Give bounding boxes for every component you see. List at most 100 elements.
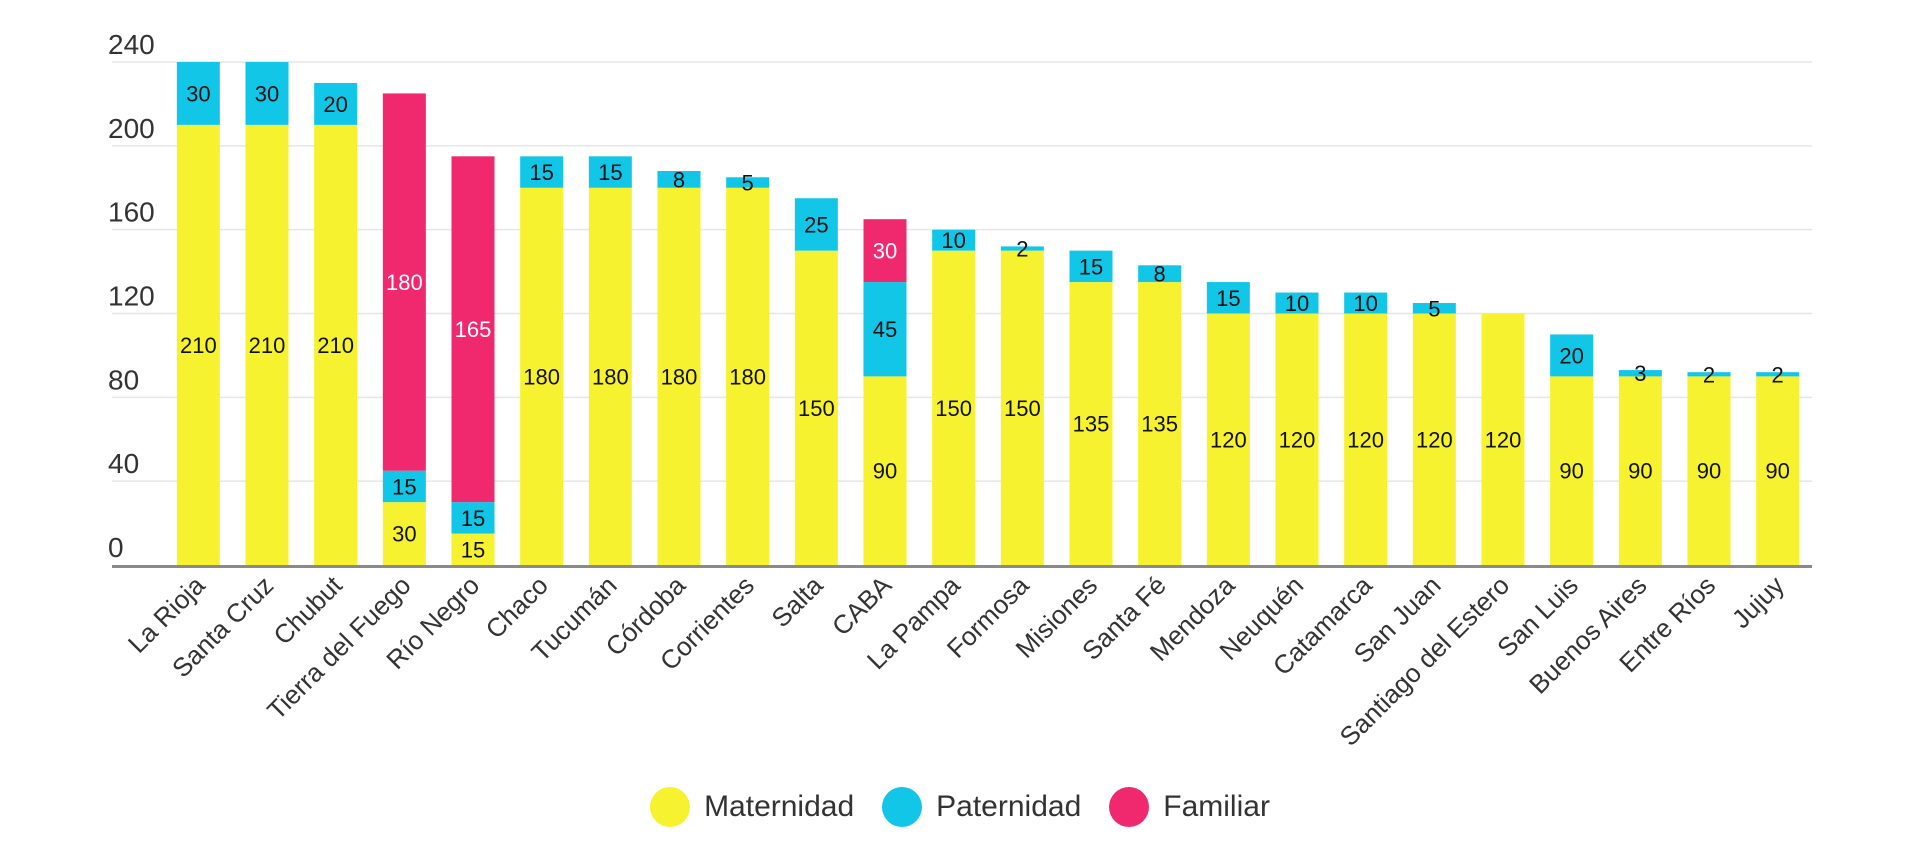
bar-misiones-paternidad — [1069, 250, 1113, 283]
legend-item-familiar: Familiar — [1109, 787, 1270, 827]
y-tick-label-240: 240 — [108, 29, 155, 60]
bar-corrientes-paternidad — [726, 177, 770, 188]
data-label-entre-rios-paternidad: 2 — [1703, 362, 1715, 387]
y-tick-label-80: 80 — [108, 364, 139, 395]
bar-formosa-maternidad — [1000, 250, 1044, 565]
data-label-misiones-paternidad: 15 — [1079, 254, 1103, 279]
data-label-santa-cruz-maternidad: 210 — [249, 333, 286, 358]
bar-tucuman-paternidad — [588, 156, 632, 188]
data-label-rio-negro-paternidad: 15 — [461, 506, 485, 531]
y-tick-label-0: 0 — [108, 532, 124, 563]
bar-tucuman-maternidad — [588, 187, 632, 565]
bar-la-rioja-maternidad — [176, 124, 220, 565]
bar-jujuy-maternidad — [1756, 376, 1800, 565]
legend-swatch-familiar — [1109, 787, 1150, 827]
data-label-la-pampa-maternidad: 150 — [935, 396, 972, 421]
data-label-san-luis-maternidad: 90 — [1559, 459, 1583, 484]
bar-cordoba-paternidad — [657, 170, 701, 188]
data-label-tierra-del-fuego-maternidad: 30 — [392, 522, 416, 547]
bar-formosa-paternidad — [1000, 246, 1044, 251]
data-label-santa-fe-maternidad: 135 — [1141, 412, 1178, 437]
data-label-catamarca-paternidad: 10 — [1353, 291, 1377, 316]
data-label-la-pampa-paternidad: 10 — [941, 228, 965, 253]
data-label-mendoza-maternidad: 120 — [1210, 427, 1247, 452]
bar-rio-negro-maternidad — [451, 533, 495, 565]
data-label-chaco-paternidad: 15 — [529, 160, 553, 185]
data-label-santiago-del-estero-maternidad: 120 — [1485, 427, 1522, 452]
data-label-misiones-maternidad: 135 — [1073, 412, 1110, 437]
data-label-neuquen-maternidad: 120 — [1279, 427, 1316, 452]
data-label-corrientes-paternidad: 5 — [742, 171, 754, 196]
bar-cordoba-maternidad — [657, 187, 701, 565]
bar-rio-negro-familiar — [451, 156, 495, 503]
data-label-formosa-maternidad: 150 — [1004, 396, 1041, 421]
data-label-jujuy-maternidad: 90 — [1765, 459, 1789, 484]
bar-caba-paternidad — [863, 282, 907, 377]
data-label-salta-paternidad: 25 — [804, 212, 828, 237]
legend-label-paternidad: Paternidad — [936, 790, 1082, 823]
bar-chubut-maternidad — [314, 124, 358, 565]
bar-chaco-paternidad — [520, 156, 564, 188]
legend-swatch-paternidad — [882, 787, 923, 827]
bar-santa-fe-paternidad — [1138, 265, 1182, 283]
data-label-neuquen-paternidad: 10 — [1285, 291, 1309, 316]
bar-tierra-del-fuego-maternidad — [382, 502, 426, 565]
data-label-san-juan-paternidad: 5 — [1428, 296, 1440, 321]
data-label-entre-rios-maternidad: 90 — [1697, 459, 1721, 484]
bar-mendoza-maternidad — [1206, 313, 1250, 565]
legend-swatch-maternidad — [650, 787, 691, 827]
y-tick-label-120: 120 — [108, 281, 155, 312]
data-label-buenos-aires-maternidad: 90 — [1628, 459, 1652, 484]
x-tick-label-jujuy: Jujuy — [1726, 570, 1790, 634]
bar-santiago-del-estero-maternidad — [1481, 313, 1525, 565]
data-label-chaco-maternidad: 180 — [523, 364, 560, 389]
data-label-tierra-del-fuego-paternidad: 15 — [392, 474, 416, 499]
data-label-caba-maternidad: 90 — [873, 459, 897, 484]
legend-label-maternidad: Maternidad — [704, 790, 855, 823]
bar-entre-rios-paternidad — [1687, 372, 1731, 377]
data-label-corrientes-maternidad: 180 — [729, 364, 766, 389]
bar-mendoza-paternidad — [1206, 282, 1250, 314]
bars: 2103021030210203015180151516518015180151… — [176, 62, 1800, 565]
bar-san-luis-paternidad — [1550, 334, 1594, 377]
data-label-santa-fe-paternidad: 8 — [1154, 262, 1166, 287]
data-label-salta-maternidad: 150 — [798, 396, 835, 421]
bar-santa-cruz-maternidad — [245, 124, 289, 565]
bar-caba-familiar — [863, 219, 907, 283]
data-label-santa-cruz-paternidad: 30 — [255, 81, 279, 106]
y-tick-label-40: 40 — [108, 448, 139, 479]
bar-entre-rios-maternidad — [1687, 376, 1731, 565]
legend-item-paternidad: Paternidad — [882, 787, 1081, 827]
y-axis: 0 40 80 120 160 200 240 — [108, 29, 155, 563]
data-label-caba-paternidad: 45 — [873, 317, 897, 342]
data-label-chubut-maternidad: 210 — [317, 333, 354, 358]
bar-rio-negro-paternidad — [451, 502, 495, 534]
data-label-caba-familiar: 30 — [873, 239, 897, 264]
bar-san-juan-maternidad — [1412, 313, 1456, 565]
data-label-la-rioja-maternidad: 210 — [180, 333, 217, 358]
data-label-tucuman-maternidad: 180 — [592, 364, 629, 389]
bar-san-luis-maternidad — [1550, 376, 1594, 565]
data-label-la-rioja-paternidad: 30 — [186, 81, 210, 106]
bar-san-juan-paternidad — [1412, 303, 1456, 314]
data-label-mendoza-paternidad: 15 — [1216, 286, 1240, 311]
bar-neuquen-paternidad — [1275, 292, 1319, 314]
bar-misiones-maternidad — [1069, 282, 1113, 565]
bar-chubut-paternidad — [314, 82, 358, 125]
data-label-tierra-del-fuego-familiar: 180 — [386, 270, 423, 295]
bar-neuquen-maternidad — [1275, 313, 1319, 565]
legend-label-familiar: Familiar — [1163, 790, 1270, 823]
data-label-san-juan-maternidad: 120 — [1416, 427, 1453, 452]
x-tick-label-salta: Salta — [765, 570, 828, 633]
bar-chaco-maternidad — [520, 187, 564, 565]
y-tick-label-200: 200 — [108, 113, 155, 144]
data-label-jujuy-paternidad: 2 — [1772, 362, 1784, 387]
data-label-san-luis-paternidad: 20 — [1559, 343, 1583, 368]
data-label-cordoba-paternidad: 8 — [673, 167, 685, 192]
data-label-rio-negro-familiar: 165 — [455, 317, 492, 342]
data-label-formosa-paternidad: 2 — [1016, 237, 1028, 262]
bar-salta-maternidad — [794, 250, 838, 565]
bar-la-pampa-paternidad — [932, 229, 976, 251]
